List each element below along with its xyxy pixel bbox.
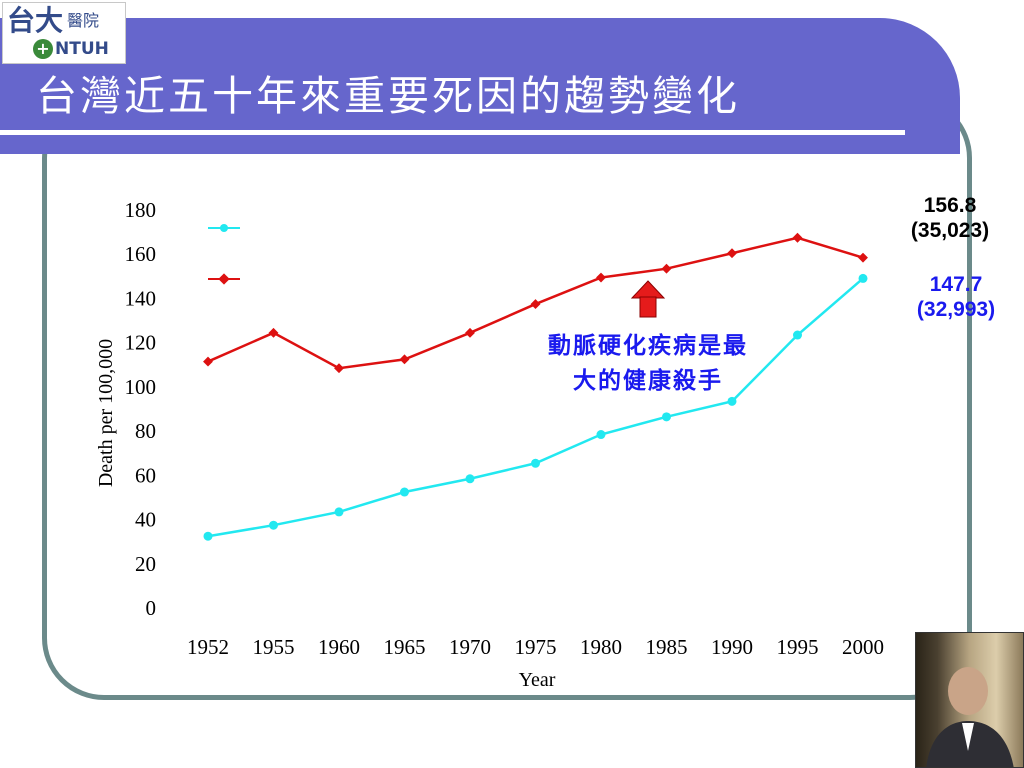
- x-axis-ticks: 1952 1955 1960 1965 1970 1975 1980 1985 1990 1995…: [187, 635, 884, 659]
- data-point: [203, 356, 213, 367]
- x-tick-label: 1990: [711, 635, 753, 659]
- cyan-series-end-count: (32,993): [916, 298, 996, 321]
- x-tick-label: 1985: [646, 635, 688, 659]
- data-point: [269, 520, 278, 530]
- series-points: [203, 232, 868, 541]
- y-tick-label: 160: [125, 242, 157, 266]
- x-tick-label: 1995: [777, 635, 819, 659]
- y-axis-label: Death per 100,000: [95, 339, 117, 487]
- y-tick-label: 20: [135, 552, 156, 576]
- title-underline: [0, 130, 905, 135]
- y-axis-ticks: 0 20 40 60 80 100 120 140 160 180: [125, 198, 157, 620]
- x-tick-label: 1970: [449, 635, 491, 659]
- logo-text: NTUH: [55, 39, 109, 59]
- data-point: [662, 412, 671, 422]
- red-series-end-value: 156.8: [923, 194, 977, 217]
- data-point: [268, 327, 279, 338]
- data-point: [334, 507, 344, 517]
- content-frame: [42, 96, 972, 700]
- hospital-logo: 台大 醫院 + NTUH: [2, 2, 126, 64]
- x-tick-label: 2000: [842, 635, 884, 659]
- y-tick-label: 120: [125, 331, 157, 355]
- logo-mark: 台大: [7, 4, 64, 37]
- data-point: [399, 354, 410, 365]
- data-point: [531, 458, 540, 468]
- portrait-icon: [926, 667, 1014, 767]
- y-tick-label: 60: [135, 463, 156, 487]
- x-axis-label: Year: [519, 669, 556, 691]
- data-point: [596, 272, 606, 283]
- portrait-photo: [915, 632, 1024, 768]
- series-line: [207, 277, 864, 538]
- data-point: [596, 430, 606, 440]
- logo-subtitle: 醫院: [67, 11, 100, 30]
- x-tick-label: 1955: [253, 635, 295, 659]
- data-point: [465, 327, 475, 338]
- data-point: [727, 396, 737, 406]
- y-tick-label: 80: [135, 419, 156, 443]
- y-tick-label: 40: [135, 508, 156, 532]
- legend-marker-cyan: [220, 224, 228, 232]
- legend-marker-red: [218, 273, 230, 285]
- red-series-end-count: (35,023): [910, 219, 990, 242]
- x-tick-label: 1965: [384, 635, 426, 659]
- legend: [208, 224, 240, 285]
- x-tick-label: 1980: [580, 635, 622, 659]
- x-tick-label: 1952: [187, 635, 229, 659]
- data-point: [334, 363, 344, 374]
- y-tick-label: 0: [146, 596, 157, 620]
- up-arrow-icon: [630, 280, 666, 318]
- data-point: [858, 273, 868, 283]
- medical-cross-icon: +: [33, 39, 53, 59]
- x-tick-label: 1960: [318, 635, 360, 659]
- data-point: [793, 330, 802, 340]
- data-point: [792, 232, 803, 243]
- data-point: [203, 531, 213, 541]
- callout-line-1: 動脈硬化疾病是最: [548, 332, 748, 359]
- cyan-series-end-value: 147.7: [929, 273, 983, 296]
- data-point: [858, 252, 868, 263]
- data-point: [400, 487, 409, 497]
- callout-text: 動脈硬化疾病是最 大的健康殺手: [508, 328, 788, 398]
- cyan-series-end-annotation: 147.7 (32,993): [896, 272, 1016, 322]
- y-tick-label: 180: [125, 198, 157, 222]
- y-tick-label: 100: [125, 375, 157, 399]
- page-title: 台灣近五十年來重要死因的趨勢變化: [36, 72, 740, 120]
- callout-line-2: 大的健康殺手: [573, 367, 723, 394]
- data-point: [465, 474, 475, 484]
- x-tick-label: 1975: [515, 635, 557, 659]
- data-point: [530, 299, 541, 310]
- y-tick-label: 140: [125, 286, 157, 310]
- data-point: [661, 263, 672, 274]
- data-point: [727, 248, 737, 259]
- red-series-end-annotation: 156.8 (35,023): [890, 193, 1010, 243]
